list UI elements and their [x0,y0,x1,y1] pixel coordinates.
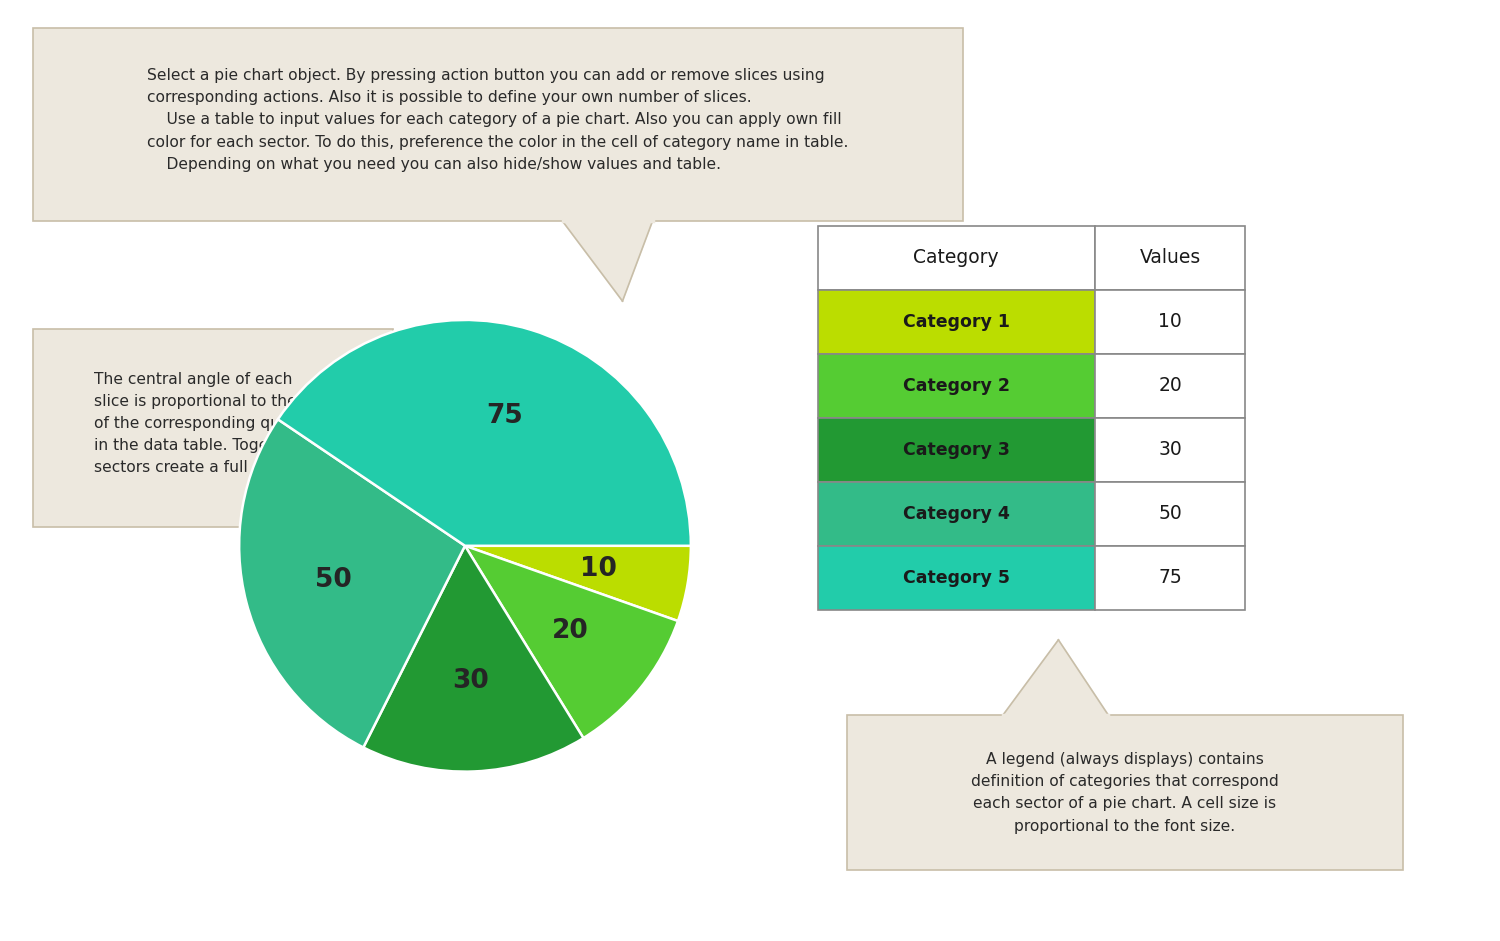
FancyBboxPatch shape [1095,354,1245,418]
Text: Values: Values [1140,248,1200,267]
Text: Category 2: Category 2 [903,376,1010,395]
Wedge shape [278,320,692,546]
Text: Category: Category [914,248,999,267]
Text: Select a pie chart object. By pressing action button you can add or remove slice: Select a pie chart object. By pressing a… [147,68,849,172]
Wedge shape [238,420,465,747]
Text: Category 1: Category 1 [903,312,1010,331]
Text: 50: 50 [315,566,352,593]
FancyBboxPatch shape [818,290,1095,354]
Polygon shape [562,221,652,301]
Polygon shape [1004,640,1108,715]
FancyBboxPatch shape [818,482,1095,546]
Text: Category 5: Category 5 [903,568,1010,587]
FancyBboxPatch shape [818,418,1095,482]
Text: 30: 30 [453,668,489,694]
FancyBboxPatch shape [818,546,1095,610]
Wedge shape [465,546,678,738]
FancyBboxPatch shape [1095,290,1245,354]
FancyBboxPatch shape [33,329,393,527]
Text: Category 4: Category 4 [903,504,1010,523]
Text: 10: 10 [580,556,616,582]
Text: 20: 20 [552,618,590,644]
FancyBboxPatch shape [1095,482,1245,546]
Text: 75: 75 [1158,568,1182,587]
FancyBboxPatch shape [33,28,963,221]
Wedge shape [465,546,692,621]
Text: The central angle of each
slice is proportional to the size
of the corresponding: The central angle of each slice is propo… [94,372,332,475]
Text: 20: 20 [1158,376,1182,395]
Polygon shape [393,428,483,485]
Text: Category 3: Category 3 [903,440,1010,459]
FancyBboxPatch shape [1095,226,1245,290]
Text: 10: 10 [1158,312,1182,331]
Text: A legend (always displays) contains
definition of categories that correspond
eac: A legend (always displays) contains defi… [970,752,1280,834]
Text: 50: 50 [1158,504,1182,523]
FancyBboxPatch shape [818,226,1095,290]
Wedge shape [363,546,584,772]
FancyBboxPatch shape [818,354,1095,418]
Text: 75: 75 [486,403,524,429]
Text: 30: 30 [1158,440,1182,459]
FancyBboxPatch shape [847,715,1402,870]
FancyBboxPatch shape [1095,418,1245,482]
FancyBboxPatch shape [1095,546,1245,610]
